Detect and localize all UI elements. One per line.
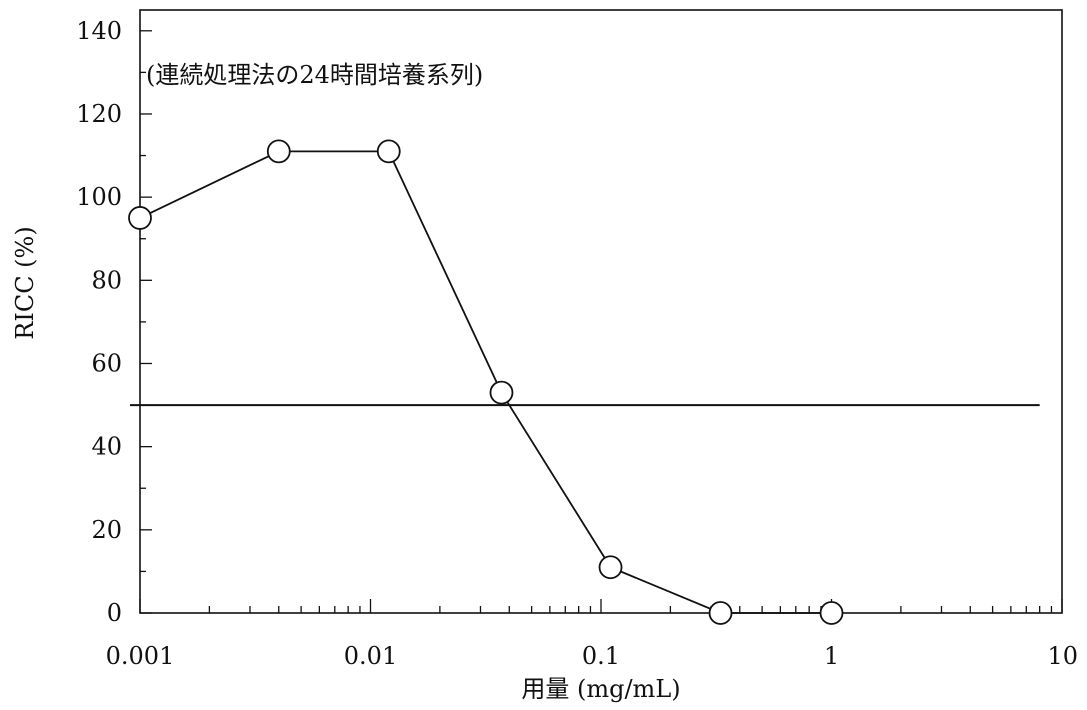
y-tick-label: 60 <box>91 349 122 377</box>
y-tick-label: 20 <box>91 516 122 544</box>
y-tick-label: 100 <box>76 183 122 211</box>
y-tick-label: 40 <box>91 433 122 461</box>
x-axis: 0.001 0.01 0.1 1 10 <box>106 599 1078 670</box>
chart-annotation: (連続処理法の24時間培養系列) <box>146 61 483 89</box>
y-tick-label: 120 <box>76 100 122 128</box>
x-tick-label: 1 <box>824 642 839 670</box>
y-tick-label: 0 <box>107 599 122 627</box>
y-tick-label: 140 <box>76 17 122 45</box>
x-axis-title: 用量 (mg/mL) <box>521 675 680 703</box>
data-point <box>598 555 623 580</box>
series-line <box>139 150 832 614</box>
data-points <box>128 139 844 625</box>
x-tick-label: 10 <box>1047 642 1078 670</box>
data-point <box>128 206 152 230</box>
x-tick-label: 0.1 <box>582 642 620 670</box>
y-tick-label: 80 <box>91 266 122 294</box>
x-tick-label: 0.01 <box>344 642 397 670</box>
data-point <box>266 139 291 164</box>
data-point <box>376 139 401 164</box>
x-tick-label: 0.001 <box>106 642 175 670</box>
y-axis-title: RICC (%) <box>11 226 39 339</box>
y-axis: 0 20 40 60 80 100 120 140 <box>76 17 152 627</box>
plot-frame <box>139 9 1063 614</box>
data-point <box>489 380 514 405</box>
data-point <box>708 601 733 625</box>
data-point <box>819 601 844 625</box>
